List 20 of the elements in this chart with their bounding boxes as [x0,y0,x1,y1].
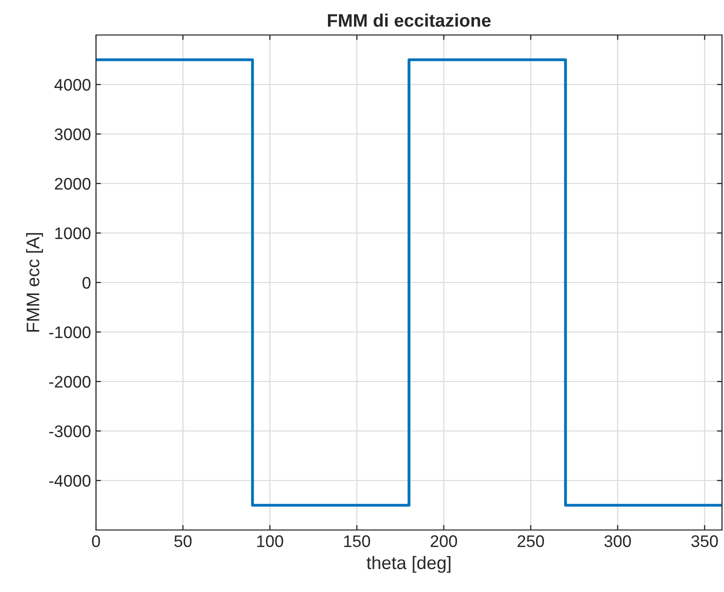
x-tick-label: 350 [691,535,718,548]
y-tick-label: -1000 [49,326,90,338]
y-tick-label: 3000 [54,128,90,140]
y-tick-label: 1000 [55,227,90,240]
x-tick-label: 300 [604,535,631,548]
y-tick-label: -2000 [49,376,90,388]
y-tick-label: 0 [82,276,90,289]
y-tick-label: -3000 [49,425,90,438]
chart-title: FMM di eccitazione [328,14,491,27]
x-tick-label: 50 [174,535,192,548]
x-tick-label: 200 [430,535,458,548]
x-tick-label: 250 [518,535,544,548]
y-tick-label: -4000 [49,474,90,487]
y-axis-title: FMM ecc [A] [26,233,43,332]
x-tick-label: 100 [257,535,284,548]
x-tick-label: 150 [344,535,370,548]
x-tick-label: 0 [92,535,100,548]
x-axis-title: theta [deg] [366,556,450,573]
y-tick-label: 4000 [54,78,90,91]
y-tick-label: 2000 [54,178,90,190]
